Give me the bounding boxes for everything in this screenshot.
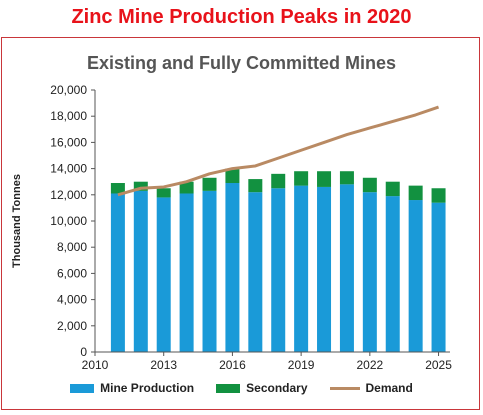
legend-label-mine: Mine Production: [100, 381, 195, 395]
y-tick-label: 10,000: [50, 214, 87, 228]
x-tick-label: 2013: [150, 358, 177, 372]
bar-mine-production: [317, 186, 332, 352]
legend: Mine Production Secondary Demand: [0, 378, 483, 398]
bar-secondary: [156, 188, 171, 198]
bar-secondary: [385, 181, 400, 197]
bar-secondary: [362, 177, 377, 193]
chart-frame: [1, 37, 480, 410]
y-tick-label: 8,000: [57, 240, 87, 254]
y-tick-label: 4,000: [57, 293, 87, 307]
y-tick-label: 18,000: [50, 109, 87, 123]
legend-item-secondary: Secondary: [216, 381, 308, 395]
legend-label-demand: Demand: [365, 381, 413, 395]
legend-label-secondary: Secondary: [246, 381, 308, 395]
legend-swatch-secondary: [216, 383, 241, 393]
legend-item-demand: Demand: [329, 381, 413, 395]
bar-secondary: [225, 168, 240, 184]
bar-secondary: [133, 181, 148, 191]
bar-mine-production: [385, 196, 400, 352]
bar-mine-production: [431, 202, 446, 352]
x-tick-label: 2025: [425, 358, 452, 372]
y-axis-label: Thousand Tonnes: [11, 174, 23, 268]
bar-secondary: [248, 179, 263, 193]
bar-secondary: [317, 171, 332, 187]
bar-secondary: [408, 185, 423, 201]
bar-mine-production: [294, 185, 309, 352]
bar-mine-production: [339, 184, 354, 352]
legend-item-mine: Mine Production: [70, 381, 194, 395]
bar-secondary: [431, 188, 446, 203]
bar-secondary: [202, 177, 217, 191]
bar-mine-production: [362, 192, 377, 352]
bar-mine-production: [202, 190, 217, 352]
legend-swatch-mine: [70, 383, 95, 393]
y-tick-label: 6,000: [57, 266, 87, 280]
bar-secondary: [110, 183, 125, 194]
bar-mine-production: [156, 197, 171, 352]
bar-mine-production: [408, 200, 423, 352]
bar-secondary: [179, 181, 194, 194]
x-tick-label: 2016: [219, 358, 246, 372]
y-tick-label: 14,000: [50, 162, 87, 176]
demand-line: [117, 105, 440, 197]
bar-mine-production: [271, 188, 286, 352]
bar-mine-production: [133, 190, 148, 352]
y-tick-label: 12,000: [50, 188, 87, 202]
bar-secondary: [271, 173, 286, 189]
chart-title: Existing and Fully Committed Mines: [86, 53, 397, 73]
bar-secondary: [339, 171, 354, 185]
x-tick-label: 2010: [82, 358, 109, 372]
bar-secondary: [294, 171, 309, 186]
y-tick-label: 2,000: [57, 319, 87, 333]
bar-mine-production: [110, 193, 125, 352]
bar-mine-production: [179, 193, 194, 352]
y-tick-label: 0: [80, 345, 87, 359]
x-tick-label: 2019: [288, 358, 315, 372]
y-tick-label: 20,000: [50, 83, 87, 97]
headline: Zinc Mine Production Peaks in 2020: [71, 6, 412, 28]
bar-mine-production: [225, 183, 240, 352]
y-tick-label: 16,000: [50, 135, 87, 149]
bar-mine-production: [248, 192, 263, 352]
x-tick-label: 2022: [356, 358, 383, 372]
legend-swatch-demand: [329, 386, 360, 390]
